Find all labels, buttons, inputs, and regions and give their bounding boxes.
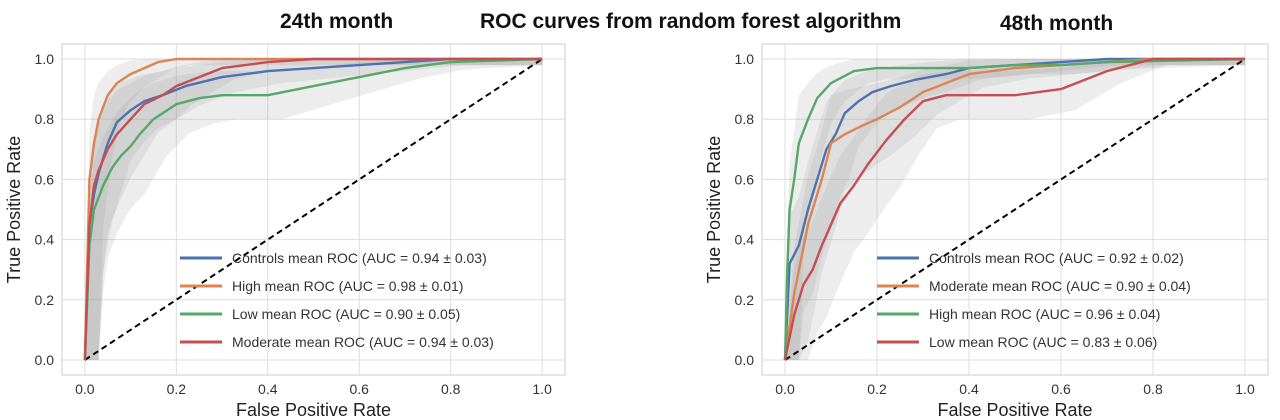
y-tick-label: 0.6 — [735, 171, 755, 187]
chance-diagonal-line — [84, 58, 543, 361]
x-tick-label: 1.0 — [532, 381, 552, 397]
y-tick-label: 0.0 — [735, 352, 755, 368]
x-tick-label: 0.6 — [349, 381, 369, 397]
x-tick-label: 0.2 — [167, 381, 187, 397]
roc-confidence-band — [84, 59, 543, 360]
x-axis-label: False Positive Rate — [236, 400, 391, 420]
roc-series-line — [83, 57, 543, 361]
legend-entry-label: High mean ROC (AUC = 0.96 ± 0.04) — [929, 306, 1160, 322]
roc-confidence-band — [84, 59, 543, 360]
legend-entry-label: Moderate mean ROC (AUC = 0.94 ± 0.03) — [232, 334, 494, 350]
roc-series-line — [783, 57, 1245, 361]
roc-series-line — [83, 57, 543, 361]
legend-entry-label: Low mean ROC (AUC = 0.83 ± 0.06) — [929, 334, 1157, 350]
x-tick-label: 0.8 — [1143, 381, 1163, 397]
y-tick-label: 0.4 — [35, 232, 55, 248]
y-tick-label: 1.0 — [35, 51, 55, 67]
x-tick-label: 0.4 — [959, 381, 979, 397]
legend-entry-label: Low mean ROC (AUC = 0.90 ± 0.05) — [232, 306, 460, 322]
x-tick-label: 0.4 — [258, 381, 278, 397]
legend-entry-label: Controls mean ROC (AUC = 0.92 ± 0.02) — [929, 250, 1184, 266]
y-tick-label: 0.0 — [35, 352, 55, 368]
roc-confidence-band — [785, 59, 1245, 360]
roc-confidence-band — [785, 59, 1245, 360]
y-tick-label: 0.2 — [35, 292, 55, 308]
y-tick-label: 0.2 — [735, 292, 755, 308]
roc-confidence-band — [785, 59, 1245, 360]
x-tick-label: 0.0 — [75, 381, 95, 397]
legend-entry-label: Controls mean ROC (AUC = 0.94 ± 0.03) — [232, 250, 487, 266]
roc-series-line — [783, 57, 1245, 361]
y-axis-label: True Positive Rate — [704, 136, 724, 283]
y-tick-label: 0.4 — [735, 232, 755, 248]
y-tick-label: 0.8 — [35, 111, 55, 127]
roc-chart-48th-month: 0.0 0.2 0.4 0.6 0.8 1.0 0.0 0.2 0.4 0.6 0.8 1.0 Fals… — [704, 43, 1269, 420]
right-panel-title: 48th month — [1000, 12, 1114, 35]
y-tick-label: 0.8 — [735, 111, 755, 127]
legend-entry-label: Moderate mean ROC (AUC = 0.90 ± 0.04) — [929, 278, 1191, 294]
left-panel-title: 24th month — [280, 10, 394, 33]
x-axis-label: False Positive Rate — [937, 400, 1092, 420]
roc-confidence-band — [84, 59, 543, 360]
x-tick-label: 0.2 — [867, 381, 887, 397]
y-tick-label: 0.6 — [35, 171, 55, 187]
x-tick-label: 0.0 — [775, 381, 795, 397]
figure-main-title: ROC curves from random forest algorithm — [480, 10, 902, 33]
roc-chart-24th-month: 0.0 0.2 0.4 0.6 0.8 1.0 0.0 0.2 0.4 0.6 0.8 1.0 Fals… — [4, 43, 566, 420]
x-tick-label: 0.6 — [1051, 381, 1071, 397]
roc-series-line — [83, 57, 543, 361]
y-axis-label: True Positive Rate — [4, 136, 24, 283]
x-tick-label: 1.0 — [1235, 381, 1255, 397]
x-tick-label: 0.8 — [441, 381, 461, 397]
legend-entry-label: High mean ROC (AUC = 0.98 ± 0.01) — [232, 278, 463, 294]
chance-diagonal-line — [784, 58, 1246, 361]
y-tick-label: 1.0 — [735, 51, 755, 67]
roc-series-line — [783, 57, 1246, 361]
